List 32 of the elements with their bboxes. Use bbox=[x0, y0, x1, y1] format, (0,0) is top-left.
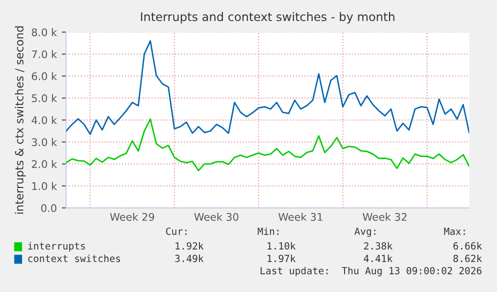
y-tick-label: 6.0 k bbox=[32, 72, 58, 80]
x-tick-label: Week 30 bbox=[194, 212, 238, 221]
line-series bbox=[66, 40, 470, 135]
legend-label: interrupts bbox=[28, 242, 85, 252]
text: 1.97k bbox=[268, 254, 296, 262]
y-tick-label: 2.0 k bbox=[32, 160, 58, 168]
y-tick-label: 1.0 k bbox=[32, 182, 58, 190]
text: 2.38k bbox=[364, 242, 392, 250]
y-tick-label: 8.0 k bbox=[32, 28, 58, 36]
text: Last update: Thu Aug 13 09:00:02 2026 bbox=[260, 266, 482, 276]
text: 8.62k bbox=[453, 254, 482, 262]
text: 6.66k bbox=[453, 242, 482, 250]
y-tick-label: 0.0 bbox=[41, 204, 56, 212]
y-tick-label: 5.0 k bbox=[32, 94, 58, 102]
text: Cur: bbox=[166, 228, 187, 235]
y-axis-title: interrupts & ctx switches / second bbox=[14, 26, 26, 214]
y-tick-label: 4.0 k bbox=[32, 116, 58, 124]
x-tick-label: Week 31 bbox=[278, 212, 322, 221]
text: 1.92k bbox=[176, 242, 204, 250]
line-series bbox=[66, 118, 470, 172]
chart-title: Interrupts and context switches - by month bbox=[141, 12, 394, 24]
text: Avg: bbox=[354, 228, 376, 237]
text: 3.49k bbox=[175, 254, 204, 262]
y-tick-label: 3.0 k bbox=[32, 138, 58, 146]
legend-label: context switches bbox=[28, 254, 120, 262]
y-tick-label: 7.0 k bbox=[32, 50, 58, 58]
text: Max: bbox=[444, 228, 465, 235]
text: Min: bbox=[258, 227, 278, 235]
x-tick-label: Week 32 bbox=[362, 212, 406, 221]
text: 4.41k bbox=[364, 254, 392, 262]
x-tick-label: Week 29 bbox=[110, 212, 154, 221]
text: 1.10k bbox=[268, 242, 296, 250]
